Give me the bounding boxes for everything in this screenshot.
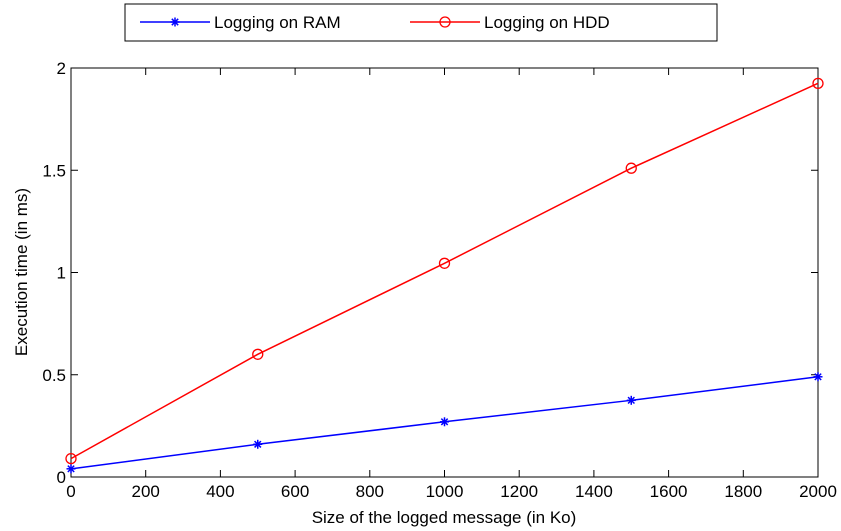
y-tick-label: 2 (57, 59, 66, 78)
y-axis-label: Execution time (in ms) (12, 188, 31, 356)
legend-item-ram: Logging on RAM (140, 13, 341, 32)
legend-marker (170, 17, 180, 27)
data-point-ram (813, 372, 823, 382)
data-point-hdd (252, 348, 264, 360)
x-tick-label: 800 (356, 482, 384, 501)
legend-label: Logging on RAM (214, 13, 341, 32)
legend: Logging on RAM Logging on HDD (124, 3, 718, 42)
data-point-hdd (625, 162, 637, 174)
y-tick-label: 1 (57, 264, 66, 283)
x-tick-label: 600 (281, 482, 309, 501)
y-tick-label: 0.5 (42, 366, 66, 385)
x-tick-label: 1200 (500, 482, 538, 501)
x-tick-label: 2000 (799, 482, 837, 501)
data-point-hdd (812, 77, 824, 89)
x-tick-label: 1000 (426, 482, 464, 501)
data-point-hdd (65, 452, 77, 465)
x-tick-label: 200 (132, 482, 160, 501)
x-tick-label: 1600 (650, 482, 688, 501)
data-point-ram (626, 395, 636, 405)
x-tick-label: 1800 (724, 482, 762, 501)
x-tick-label: 400 (206, 482, 234, 501)
data-point-ram (440, 417, 449, 427)
legend-label: Logging on HDD (484, 13, 610, 32)
legend-item-hdd: Logging on HDD (410, 13, 610, 32)
plot-area (70, 67, 819, 478)
x-tick-label: 0 (66, 482, 75, 501)
x-axis-label: Size of the logged message (in Ko) (312, 508, 577, 527)
series-line-hdd (70, 82, 819, 460)
data-point-hdd (438, 257, 451, 269)
y-tick-label: 1.5 (42, 161, 66, 180)
legend-marker (439, 16, 451, 28)
y-tick-label: 0 (57, 468, 66, 487)
data-point-ram (253, 439, 263, 449)
x-tick-label: 1400 (575, 482, 613, 501)
data-point-ram (66, 464, 76, 474)
